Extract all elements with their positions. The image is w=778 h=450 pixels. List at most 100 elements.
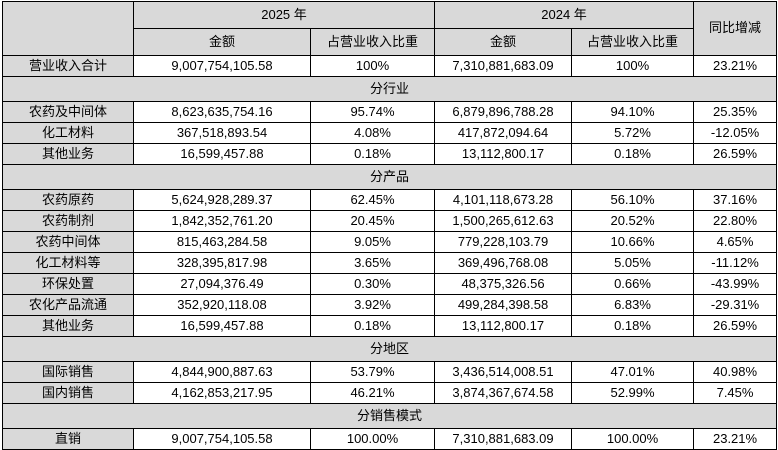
amount-2024-cell: 13,112,800.17	[434, 143, 573, 165]
ratio-2025-cell: 95.74%	[309, 101, 436, 123]
ratio-2024-cell: 10.66%	[571, 231, 695, 253]
amount-2024-cell: 7,310,881,683.09	[434, 428, 573, 450]
ratio-2024-cell: 52.99%	[571, 382, 695, 404]
row-label: 其他业务	[2, 143, 134, 165]
ratio-2024-cell: 0.18%	[571, 315, 695, 337]
table-row: 农药原药 5,624,928,289.37 62.45% 4,101,118,673.…	[2, 189, 778, 211]
section-title: 分产品	[1, 164, 778, 190]
section-title: 分行业	[1, 76, 778, 102]
ratio-2025-cell: 0.30%	[309, 273, 436, 295]
row-label: 国内销售	[2, 382, 134, 404]
yoy-cell: 7.45%	[693, 382, 778, 404]
ratio-2024-cell: 56.10%	[571, 189, 695, 211]
table-row: 营业收入合计 9,007,754,105.58 100% 7,310,881,683.…	[2, 55, 778, 77]
yoy-cell: -12.05%	[693, 122, 778, 144]
table-row: 化工材料等 328,395,817.98 3.65% 369,496,768.08 5.…	[2, 252, 778, 274]
yoy-cell: 37.16%	[693, 189, 778, 211]
table-row: 直销 9,007,754,105.58 100.00% 7,310,881,683.0…	[2, 428, 778, 450]
row-label: 国际销售	[2, 361, 134, 383]
yoy-cell: 26.59%	[693, 143, 778, 165]
corner-cell	[2, 1, 134, 56]
row-label: 营业收入合计	[2, 55, 134, 77]
amount-2024-cell: 417,872,094.64	[434, 122, 573, 144]
row-label: 环保处置	[2, 273, 134, 295]
ratio-2025-cell: 100.00%	[309, 428, 436, 450]
yoy-cell: 4.65%	[693, 231, 778, 253]
yoy-cell: 23.21%	[693, 428, 778, 450]
ratio-2025-cell: 4.08%	[309, 122, 436, 144]
row-label: 农化产品流通	[2, 294, 134, 316]
yoy-cell: 26.59%	[693, 315, 778, 337]
amount-2025-cell: 1,842,352,761.20	[133, 210, 311, 232]
ratio-2024-header: 占营业收入比重	[571, 28, 695, 56]
header-row-years: 2025 年 2024 年 同比增减	[2, 1, 778, 56]
ratio-2025-cell: 0.18%	[309, 143, 436, 165]
row-label: 其他业务	[2, 315, 134, 337]
ratio-2024-cell: 100.00%	[571, 428, 695, 450]
yoy-cell: -11.12%	[693, 252, 778, 274]
row-label: 化工材料	[2, 122, 134, 144]
ratio-2025-cell: 3.65%	[309, 252, 436, 274]
yoy-cell: -43.99%	[693, 273, 778, 295]
yoy-cell: 23.21%	[693, 55, 778, 77]
amount-2024-cell: 499,284,398.58	[434, 294, 573, 316]
ratio-2025-header: 占营业收入比重	[309, 28, 436, 56]
amount-2025-cell: 9,007,754,105.58	[133, 428, 311, 450]
yoy-cell: 40.98%	[693, 361, 778, 383]
table-body: 营业收入合计 9,007,754,105.58 100% 7,310,881,683.…	[1, 55, 778, 450]
amount-2024-cell: 6,879,896,788.28	[434, 101, 573, 123]
yoy-cell: -29.31%	[693, 294, 778, 316]
amount-2025-cell: 5,624,928,289.37	[133, 189, 311, 211]
row-label: 农药及中间体	[2, 101, 134, 123]
amount-2025-cell: 4,844,900,887.63	[133, 361, 311, 383]
ratio-2024-cell: 94.10%	[571, 101, 695, 123]
section-row: 分地区	[1, 336, 778, 362]
row-label: 农药制剂	[2, 210, 134, 232]
table-row: 农化产品流通 352,920,118.08 3.92% 499,284,398.58 6…	[2, 294, 778, 316]
amount-2025-cell: 16,599,457.88	[133, 315, 311, 337]
ratio-2024-cell: 0.66%	[571, 273, 695, 295]
ratio-2025-cell: 53.79%	[309, 361, 436, 383]
amount-2024-cell: 48,375,326.56	[434, 273, 573, 295]
amount-2024-header: 金额	[434, 28, 573, 56]
section-row: 分销售模式	[1, 403, 778, 429]
amount-2024-cell: 7,310,881,683.09	[434, 55, 573, 77]
section-row: 分行业	[1, 76, 778, 102]
yoy-cell: 25.35%	[693, 101, 778, 123]
amount-2024-cell: 3,436,514,008.51	[434, 361, 573, 383]
amount-2025-cell: 328,395,817.98	[133, 252, 311, 274]
amount-2025-cell: 8,623,635,754.16	[133, 101, 311, 123]
row-label: 化工材料等	[2, 252, 134, 274]
amount-2025-cell: 27,094,376.49	[133, 273, 311, 295]
amount-2024-cell: 13,112,800.17	[434, 315, 573, 337]
ratio-2024-cell: 0.18%	[571, 143, 695, 165]
table-row: 化工材料 367,518,893.54 4.08% 417,872,094.64 5.7…	[2, 122, 778, 144]
amount-2025-header: 金额	[133, 28, 311, 56]
ratio-2024-cell: 20.52%	[571, 210, 695, 232]
table-row: 其他业务 16,599,457.88 0.18% 13,112,800.17 0.18%…	[2, 143, 778, 165]
amount-2025-cell: 16,599,457.88	[133, 143, 311, 165]
ratio-2024-cell: 5.05%	[571, 252, 695, 274]
row-label: 农药原药	[2, 189, 134, 211]
table-row: 农药及中间体 8,623,635,754.16 95.74% 6,879,896,78…	[2, 101, 778, 123]
amount-2024-cell: 1,500,265,612.63	[434, 210, 573, 232]
table-row: 其他业务 16,599,457.88 0.18% 13,112,800.17 0.18%…	[2, 315, 778, 337]
amount-2025-cell: 815,463,284.58	[133, 231, 311, 253]
ratio-2025-cell: 9.05%	[309, 231, 436, 253]
ratio-2025-cell: 100%	[309, 55, 436, 77]
ratio-2025-cell: 62.45%	[309, 189, 436, 211]
header-row-columns: 金额 占营业收入比重 金额 占营业收入比重	[3, 28, 777, 56]
ratio-2024-cell: 100%	[571, 55, 695, 77]
ratio-2025-cell: 46.21%	[309, 382, 436, 404]
ratio-2025-cell: 3.92%	[309, 294, 436, 316]
table-row: 农药制剂 1,842,352,761.20 20.45% 1,500,265,612.…	[2, 210, 778, 232]
year-2024-header: 2024 年	[434, 1, 695, 29]
amount-2024-cell: 369,496,768.08	[434, 252, 573, 274]
amount-2025-cell: 352,920,118.08	[133, 294, 311, 316]
table-row: 农药中间体 815,463,284.58 9.05% 779,228,103.79 10…	[2, 231, 778, 253]
table-row: 国内销售 4,162,853,217.95 46.21% 3,874,367,674.…	[2, 382, 778, 404]
amount-2025-cell: 9,007,754,105.58	[133, 55, 311, 77]
row-label: 农药中间体	[2, 231, 134, 253]
